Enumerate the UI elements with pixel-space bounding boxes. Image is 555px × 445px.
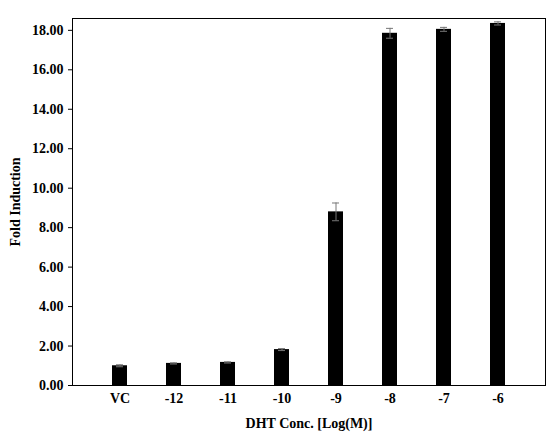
svg-text:18.00: 18.00: [32, 23, 64, 38]
svg-text:-8: -8: [384, 391, 396, 406]
svg-text:-9: -9: [330, 391, 342, 406]
svg-text:-11: -11: [219, 391, 237, 406]
svg-text:0.00: 0.00: [39, 378, 64, 393]
svg-text:4.00: 4.00: [39, 299, 64, 314]
svg-text:10.00: 10.00: [32, 181, 64, 196]
svg-text:12.00: 12.00: [32, 141, 64, 156]
svg-text:-7: -7: [438, 391, 450, 406]
svg-text:-10: -10: [273, 391, 292, 406]
svg-text:Fold Induction: Fold Induction: [8, 157, 23, 246]
svg-text:-12: -12: [165, 391, 184, 406]
svg-text:2.00: 2.00: [39, 339, 64, 354]
svg-text:8.00: 8.00: [39, 220, 64, 235]
svg-text:14.00: 14.00: [32, 102, 64, 117]
svg-text:DHT Conc. [Log(M)]: DHT Conc. [Log(M)]: [246, 416, 373, 432]
svg-text:6.00: 6.00: [39, 260, 64, 275]
svg-text:16.00: 16.00: [32, 62, 64, 77]
svg-text:VC: VC: [110, 391, 130, 406]
svg-text:-6: -6: [492, 391, 504, 406]
